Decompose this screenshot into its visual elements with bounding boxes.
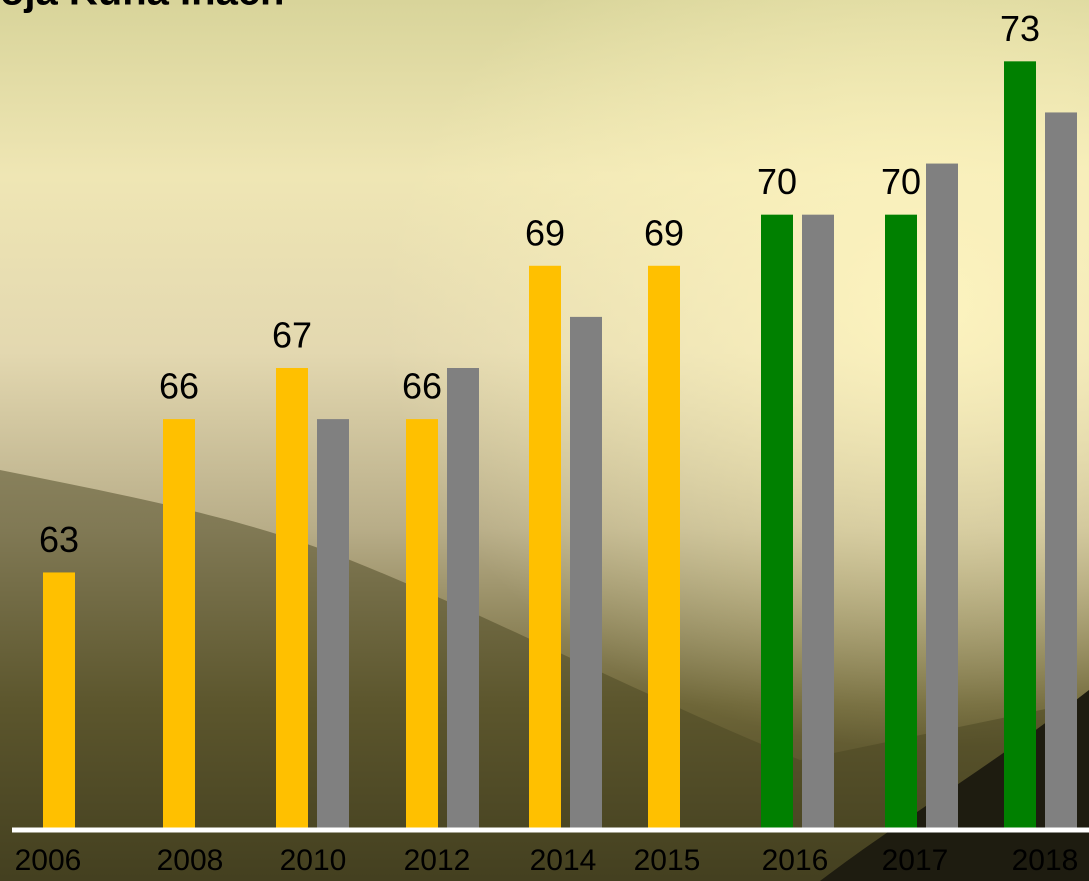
data-label: 70 (757, 161, 797, 202)
bar (276, 368, 308, 828)
data-label: 66 (159, 366, 199, 407)
x-tick-label: 2006 (15, 844, 82, 877)
x-tick-label: 2014 (530, 844, 597, 877)
bar (406, 419, 438, 828)
bar (1045, 112, 1077, 828)
chart-title: oja Kuna Inach (0, 0, 285, 14)
bar (163, 419, 195, 828)
data-label: 70 (881, 161, 921, 202)
x-tick-label: 2015 (634, 844, 701, 877)
mountain-dark (820, 690, 1089, 881)
data-label: 63 (39, 519, 79, 560)
x-tick-label: 2016 (762, 844, 829, 877)
data-label: 69 (525, 212, 565, 253)
x-tick-label: 2017 (882, 844, 949, 877)
data-label: 66 (402, 366, 442, 407)
x-tick-label: 2012 (404, 844, 471, 877)
data-label: 69 (644, 212, 684, 253)
bar (43, 572, 75, 828)
bar (447, 368, 479, 828)
x-tick-label: 2018 (1012, 844, 1079, 877)
data-label: 73 (1000, 8, 1040, 49)
bar (529, 265, 561, 828)
bar (885, 214, 917, 828)
x-tick-label: 2008 (157, 844, 224, 877)
bar (926, 163, 958, 829)
bar (802, 214, 834, 828)
data-label: 67 (272, 315, 312, 356)
bar (761, 214, 793, 828)
bar (317, 419, 349, 828)
bar (1004, 61, 1036, 829)
x-tick-label: 2010 (280, 844, 347, 877)
bar (648, 265, 680, 828)
bar (570, 316, 602, 828)
